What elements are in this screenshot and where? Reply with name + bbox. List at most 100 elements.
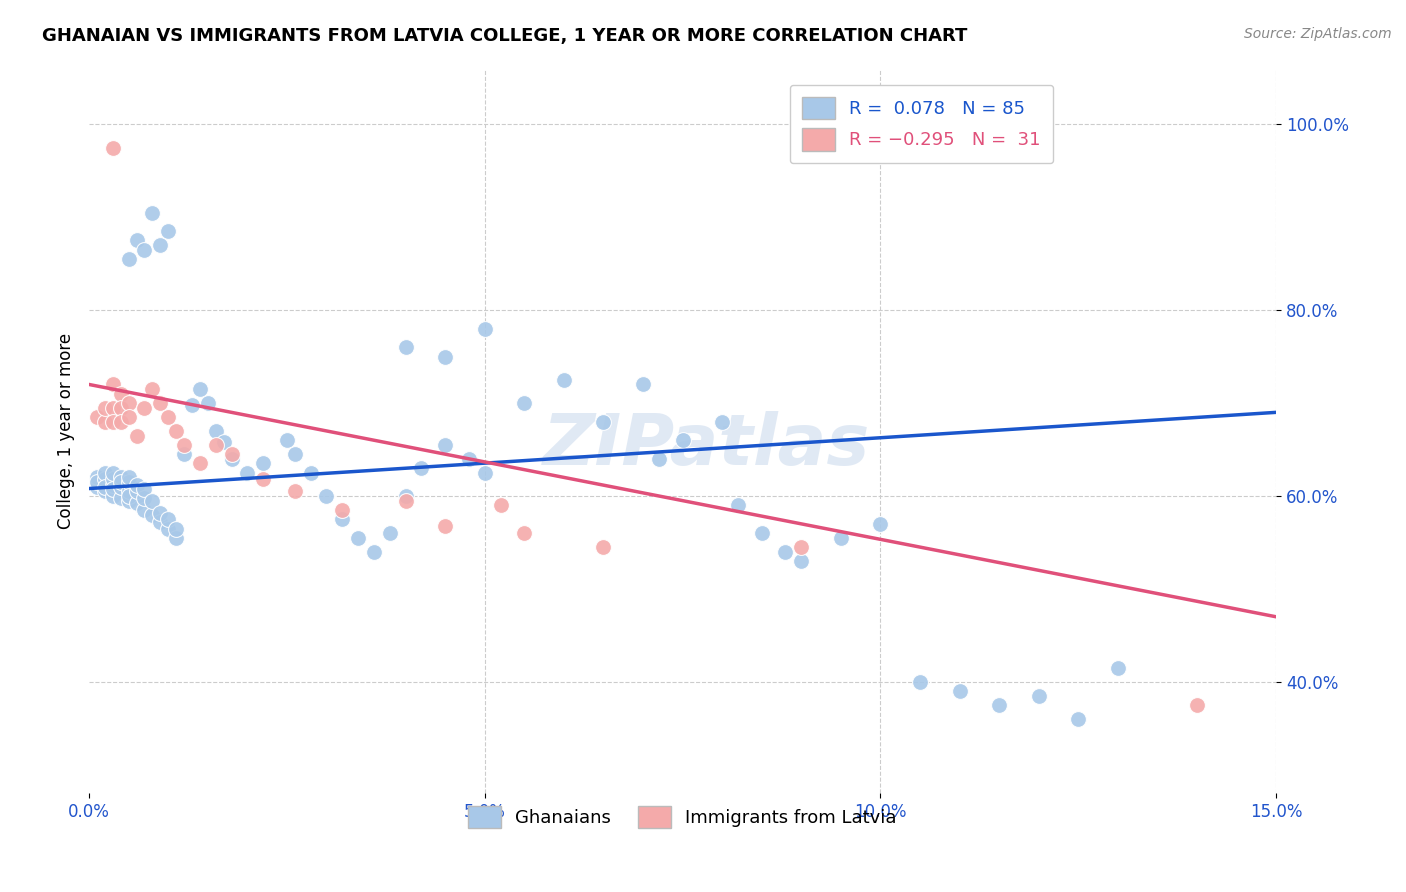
Point (790, 540, 813, 554)
Point (110, 415, 132, 429)
Point (157, 521, 180, 535)
Point (101, 472, 124, 486)
Point (378, 526, 401, 541)
Point (117, 252, 139, 266)
Point (110, 491, 132, 505)
Point (181, 398, 204, 412)
Point (125, 484, 148, 499)
Point (101, 466, 124, 480)
Point (101, 478, 124, 492)
Point (276, 434, 298, 448)
Point (188, 457, 211, 471)
Point (592, 415, 614, 429)
Point (648, 451, 671, 466)
Point (101, 140, 124, 154)
Point (134, 491, 156, 505)
Point (101, 489, 124, 503)
Point (711, 415, 734, 429)
Point (592, 540, 614, 554)
Y-axis label: College, 1 year or more: College, 1 year or more (58, 333, 75, 529)
Point (134, 482, 156, 496)
Point (125, 428, 148, 442)
Point (165, 531, 187, 545)
Point (141, 205, 163, 219)
Point (775, 545, 797, 559)
Point (110, 480, 132, 494)
Point (394, 493, 416, 508)
Point (94, 480, 117, 494)
Point (284, 447, 307, 461)
Point (94, 415, 117, 429)
Point (631, 377, 654, 392)
Point (94, 466, 117, 480)
Point (434, 438, 457, 452)
Point (553, 373, 575, 387)
Point (110, 475, 132, 489)
Point (1028, 689, 1050, 703)
Point (790, 554, 813, 568)
Point (513, 526, 536, 541)
Point (869, 516, 891, 531)
Point (101, 401, 124, 415)
Point (830, 531, 852, 545)
Point (173, 447, 195, 461)
Point (157, 224, 180, 238)
Point (86, 470, 108, 484)
Point (117, 475, 139, 489)
Point (141, 493, 163, 508)
Point (125, 478, 148, 492)
Point (134, 243, 156, 257)
Point (86, 475, 108, 489)
Point (252, 472, 274, 486)
Point (134, 401, 156, 415)
Point (173, 438, 195, 452)
Point (149, 506, 172, 520)
Point (197, 396, 219, 410)
Point (221, 447, 243, 461)
Point (117, 409, 139, 424)
Point (252, 457, 274, 471)
Point (165, 424, 187, 438)
Point (1107, 661, 1129, 675)
Point (94, 472, 117, 486)
Point (117, 470, 139, 484)
Point (474, 466, 496, 480)
Point (394, 489, 416, 503)
Point (141, 382, 163, 396)
Text: GHANAIAN VS IMMIGRANTS FROM LATVIA COLLEGE, 1 YEAR OR MORE CORRELATION CHART: GHANAIAN VS IMMIGRANTS FROM LATVIA COLLE… (42, 27, 967, 45)
Point (110, 470, 132, 484)
Point (347, 531, 370, 545)
Point (411, 461, 433, 475)
Point (988, 698, 1011, 712)
Point (149, 396, 172, 410)
Point (458, 451, 481, 466)
Point (284, 484, 307, 499)
Point (149, 515, 172, 529)
Point (125, 234, 148, 248)
Point (1185, 698, 1208, 712)
Point (101, 377, 124, 392)
Point (117, 396, 139, 410)
Point (221, 451, 243, 466)
Point (188, 382, 211, 396)
Point (101, 482, 124, 496)
Point (117, 484, 139, 499)
Point (671, 434, 693, 448)
Point (117, 493, 139, 508)
Point (330, 503, 353, 517)
Point (299, 466, 322, 480)
Point (363, 545, 385, 559)
Point (204, 438, 226, 452)
Point (434, 518, 457, 533)
Point (157, 512, 180, 526)
Point (330, 512, 353, 526)
Point (513, 396, 536, 410)
Point (157, 409, 180, 424)
Point (94, 401, 117, 415)
Point (394, 340, 416, 354)
Point (751, 526, 773, 541)
Point (204, 424, 226, 438)
Point (149, 238, 172, 252)
Point (134, 503, 156, 517)
Point (117, 489, 139, 503)
